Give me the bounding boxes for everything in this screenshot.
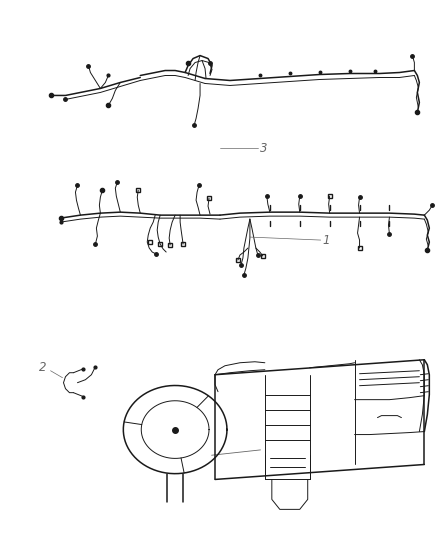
Text: 2: 2: [39, 361, 46, 374]
Text: 1: 1: [323, 233, 330, 247]
Text: 3: 3: [260, 142, 267, 155]
